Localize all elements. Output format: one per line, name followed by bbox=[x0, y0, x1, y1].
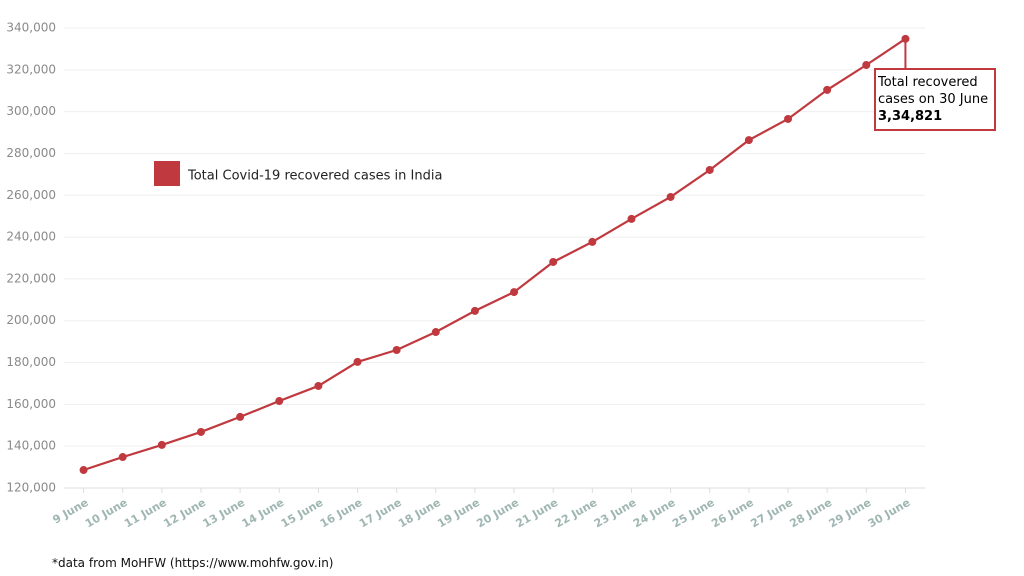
annotation-value: 3,34,821 bbox=[878, 109, 943, 124]
y-tick-label: 140,000 bbox=[6, 439, 56, 453]
y-tick-label: 280,000 bbox=[6, 146, 56, 160]
data-point bbox=[392, 346, 401, 354]
data-point bbox=[510, 288, 519, 297]
x-tick-label: 15 June bbox=[279, 496, 326, 530]
x-tick-label: 21 June bbox=[514, 496, 561, 530]
data-point bbox=[666, 192, 675, 201]
data-point bbox=[744, 136, 753, 145]
data-point bbox=[470, 306, 479, 315]
data-point bbox=[431, 328, 440, 337]
x-tick-label: 27 June bbox=[748, 496, 795, 530]
plot: 120,000 140,000 160,000 180,000 200,000 220,0… bbox=[6, 21, 925, 530]
x-tick-label: 23 June bbox=[592, 496, 639, 530]
data-point bbox=[353, 357, 362, 366]
data-point bbox=[118, 453, 127, 462]
x-tick-label: 10 June bbox=[83, 496, 130, 530]
x-tick-label: 13 June bbox=[200, 496, 247, 530]
y-tick-label: 200,000 bbox=[6, 313, 56, 327]
x-tick-label: 24 June bbox=[631, 496, 678, 530]
source-note: *data from MoHFW (https://www.mohfw.gov.… bbox=[52, 556, 334, 570]
x-tick-label: 17 June bbox=[357, 496, 404, 530]
data-point bbox=[275, 397, 284, 406]
data-point bbox=[705, 165, 714, 174]
x-tick-label: 29 June bbox=[827, 496, 874, 530]
y-tick-label: 120,000 bbox=[6, 481, 56, 495]
x-tick-label: 25 June bbox=[670, 496, 717, 530]
x-tick-label: 11 June bbox=[122, 496, 169, 530]
data-point bbox=[314, 381, 323, 390]
data-point bbox=[157, 440, 166, 449]
series-line bbox=[83, 37, 907, 472]
data-point bbox=[823, 85, 832, 94]
y-tick-label: 180,000 bbox=[6, 355, 56, 369]
legend-label: Total Covid-19 recovered cases in India bbox=[187, 169, 442, 184]
x-tick-label: 22 June bbox=[553, 496, 600, 530]
y-tick-label: 220,000 bbox=[6, 271, 56, 285]
x-tick-label: 28 June bbox=[788, 496, 835, 530]
data-point bbox=[784, 114, 793, 123]
x-tick-label: 26 June bbox=[709, 496, 756, 530]
data-point bbox=[862, 61, 871, 70]
data-point bbox=[901, 34, 910, 43]
y-tick-label: 260,000 bbox=[6, 188, 56, 202]
y-tick-label: 300,000 bbox=[6, 104, 56, 118]
data-point bbox=[236, 412, 245, 421]
annotation: Total recovered cases on 30 June 3,34,82… bbox=[874, 68, 996, 131]
annotation-text: Total recovered cases on 30 June bbox=[878, 75, 989, 107]
y-tick-label: 320,000 bbox=[6, 62, 56, 76]
data-point bbox=[627, 214, 636, 223]
data-point bbox=[196, 427, 205, 436]
x-tick-label: 14 June bbox=[240, 496, 287, 530]
y-tick-label: 160,000 bbox=[6, 397, 56, 411]
data-point bbox=[549, 257, 558, 266]
legend-swatch bbox=[154, 161, 180, 186]
data-point bbox=[588, 237, 597, 246]
y-tick-label: 340,000 bbox=[6, 21, 56, 35]
data-point bbox=[79, 466, 88, 475]
x-tick-label: 30 June bbox=[866, 496, 913, 530]
x-tick-label: 20 June bbox=[474, 496, 521, 530]
x-tick-label: 12 June bbox=[161, 496, 208, 530]
x-tick-label: 18 June bbox=[396, 496, 443, 530]
x-tick-label: 16 June bbox=[318, 496, 365, 530]
x-tick-label: 19 June bbox=[435, 496, 482, 530]
y-tick-label: 240,000 bbox=[6, 230, 56, 244]
